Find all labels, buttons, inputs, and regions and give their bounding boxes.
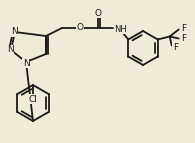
Text: N: N bbox=[7, 45, 13, 54]
Text: F: F bbox=[181, 34, 186, 43]
Text: Cl: Cl bbox=[28, 95, 37, 104]
Text: NH: NH bbox=[114, 24, 127, 33]
Text: O: O bbox=[76, 23, 83, 32]
Text: O: O bbox=[95, 8, 102, 17]
Text: N: N bbox=[11, 27, 17, 36]
Text: N: N bbox=[23, 58, 29, 67]
Text: F: F bbox=[173, 43, 178, 52]
Text: F: F bbox=[181, 24, 186, 33]
